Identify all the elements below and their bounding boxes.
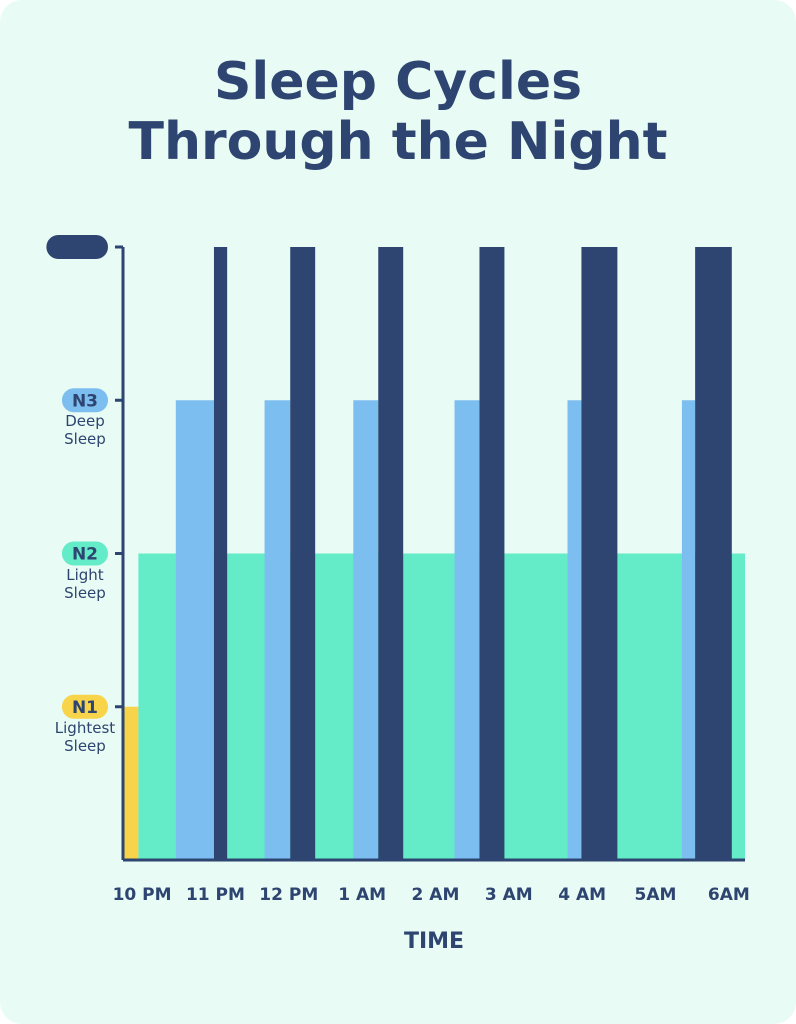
x-tick-label: 4 AM [558, 885, 606, 905]
y-tick-label: N1 [72, 698, 98, 718]
x-tick-label: 6AM [708, 885, 750, 905]
y-tick-note: Lightest Sleep [54, 718, 116, 755]
stage-bar [479, 247, 505, 860]
stage-bar [264, 400, 291, 860]
x-axis-label: TIME [404, 929, 464, 954]
stage-bar [175, 400, 214, 860]
stage-bar [581, 247, 618, 860]
stage-bar [695, 247, 732, 860]
y-tick-badge [61, 388, 108, 413]
stage-bar [123, 706, 139, 860]
y-tick-note: Deep Sleep [64, 412, 106, 449]
x-tick-label: 2 AM [412, 885, 460, 905]
y-tick-label: N2 [72, 545, 98, 565]
x-tick-label: 5AM [635, 885, 677, 905]
x-tick-label: 3 AM [485, 885, 533, 905]
stage-bar [681, 400, 696, 860]
x-tick-label: 1 AM [338, 885, 386, 905]
y-tick-note: Light Sleep [64, 565, 106, 602]
stage-bar [138, 553, 745, 860]
y-tick-badge [61, 694, 108, 719]
stage-bar [378, 247, 404, 860]
x-tick-label: 12 PM [259, 885, 318, 905]
y-tick-label: N3 [72, 391, 98, 411]
stage-bar [353, 400, 379, 860]
stage-bar [290, 247, 316, 860]
y-tick-badge [61, 541, 108, 566]
x-tick-label: 11 PM [186, 885, 245, 905]
stage-bar [454, 400, 480, 860]
stage-bar [567, 400, 582, 860]
y-tick-badge [46, 235, 108, 259]
y-tick-label: REM [56, 238, 98, 258]
chart-title: Sleep Cycles Through the Night [128, 52, 668, 172]
stage-bar [213, 247, 228, 860]
x-tick-label: 10 PM [113, 885, 172, 905]
